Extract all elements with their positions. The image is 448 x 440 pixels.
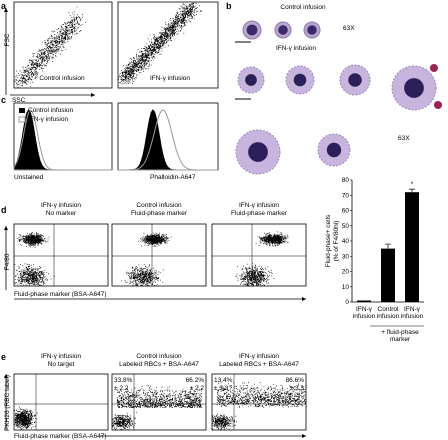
- flow-dots: [212, 382, 307, 431]
- group-label: marker: [390, 336, 411, 343]
- flow-dots: [118, 2, 202, 85]
- flow-dots: [112, 385, 202, 431]
- flow-dots: [121, 232, 172, 287]
- rbc: [434, 101, 442, 109]
- label: No marker: [46, 210, 77, 217]
- label: IFN-γ infusion: [239, 202, 279, 209]
- y-axis-label: (% of F4/80hi): [333, 221, 340, 262]
- y-tick-label: 70: [342, 192, 350, 199]
- label: IFN-γ infusion: [239, 353, 279, 360]
- flow-dots: [14, 6, 86, 88]
- nucleus: [245, 74, 257, 86]
- label: Fluid-phase marker: [231, 210, 288, 217]
- label: No target: [48, 361, 75, 368]
- label: IFN-γ infusion: [28, 116, 68, 123]
- flow-dots: [235, 231, 289, 287]
- error-bar: [409, 188, 415, 193]
- label: 13.4%: [214, 377, 233, 384]
- rbc: [430, 64, 438, 72]
- bar: [357, 300, 371, 302]
- label: Control infusion: [28, 107, 74, 114]
- x-tick-label: IFN-γ: [404, 306, 421, 313]
- bar: [405, 192, 419, 302]
- label: ± 3.3: [290, 385, 305, 392]
- nucleus: [307, 25, 317, 35]
- label: Labeled RBCs + BSA-A647: [119, 361, 199, 368]
- label: ± 2.2: [190, 385, 205, 392]
- y-tick-label: 40: [342, 238, 350, 245]
- label: FSC: [4, 33, 11, 46]
- label: Control infusion: [280, 4, 326, 11]
- label: IFN-γ infusion: [41, 353, 81, 360]
- y-tick-label: 0: [345, 299, 349, 306]
- nucleus: [246, 24, 258, 36]
- x-tick-label: IFN-γ: [356, 306, 373, 313]
- x-tick-label: Control: [378, 306, 400, 313]
- plot-frame: [111, 223, 207, 287]
- y-tick-label: 80: [342, 177, 350, 184]
- y-tick-label: 20: [342, 269, 350, 276]
- label: d: [1, 205, 7, 215]
- nucleus: [326, 142, 342, 158]
- arrow-head: [4, 8, 8, 12]
- nucleus: [248, 142, 268, 162]
- arrow-head: [4, 226, 8, 230]
- label: e: [1, 352, 6, 362]
- arrow-head: [91, 93, 95, 97]
- label: c: [1, 95, 6, 105]
- plot-frame: [117, 102, 219, 171]
- nucleus: [404, 78, 424, 98]
- bar: [381, 248, 395, 302]
- label: 86.6%: [286, 377, 305, 384]
- label: Control infusion: [136, 202, 182, 209]
- legend-swatch: [18, 116, 26, 123]
- label: Labeled RBCs + BSA-A647: [219, 361, 299, 368]
- arrow-head: [4, 374, 8, 378]
- nucleus: [348, 73, 362, 87]
- label: F4/80: [4, 253, 11, 270]
- label: Fluid-phase marker (BSA-A647): [14, 291, 106, 298]
- label: Fluid-phase marker (BSA-A647): [14, 433, 106, 440]
- histogram: [118, 109, 218, 171]
- label: Phalloidin-A647: [150, 174, 196, 181]
- label: 63X: [398, 135, 410, 142]
- label: Control infusion: [136, 353, 182, 360]
- label: IFN-γ infusion: [41, 202, 81, 209]
- label: SSC: [12, 97, 26, 104]
- label: Control infusion: [39, 75, 85, 82]
- flow-dots: [14, 406, 38, 430]
- arrow-head: [302, 297, 306, 301]
- label: ± 3.3: [214, 385, 229, 392]
- label: b: [226, 1, 232, 11]
- y-tick-label: 60: [342, 208, 350, 215]
- label: a: [1, 1, 7, 11]
- error-bar: [385, 243, 391, 249]
- nucleus: [278, 25, 288, 35]
- label: IFN-γ infusion: [276, 45, 316, 52]
- label: ± 2.2: [114, 385, 129, 392]
- y-tick-label: 10: [342, 284, 350, 291]
- nucleus: [293, 73, 307, 87]
- plot-frame: [13, 1, 113, 89]
- x-tick-label: infusion: [377, 313, 400, 320]
- arrow-head: [302, 434, 306, 438]
- flow-dots: [14, 231, 56, 287]
- y-tick-label: 30: [342, 253, 350, 260]
- label: 66.2%: [186, 377, 205, 384]
- legend-swatch: [19, 108, 25, 113]
- label: IFN-γ infusion: [150, 75, 190, 82]
- significance: *: [411, 181, 414, 188]
- group-label: + fluid-phase: [381, 329, 419, 336]
- label: PKH26 (RBC label): [4, 375, 11, 431]
- y-axis-label: Fluid-phase+ cells: [325, 214, 332, 267]
- y-tick-label: 50: [342, 223, 350, 230]
- histogram: [13, 109, 112, 171]
- label: Unstained: [14, 174, 44, 181]
- x-tick-label: infusion: [353, 313, 376, 320]
- label: 33.8%: [114, 377, 133, 384]
- label: 63X: [343, 25, 355, 32]
- x-tick-label: infusion: [401, 313, 424, 320]
- label: Fluid-phase marker: [131, 210, 188, 217]
